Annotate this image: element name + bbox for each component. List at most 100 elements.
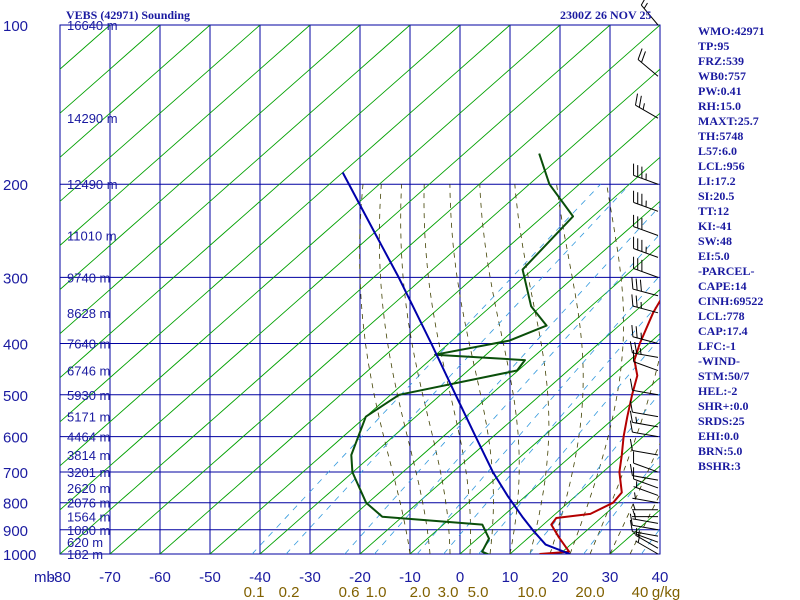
index-line: L57:6.0 — [698, 144, 737, 158]
temperature-tick-label: -60 — [149, 569, 171, 586]
thermo-background-lines — [60, 25, 660, 554]
pressure-tick-label: 200 — [3, 177, 28, 194]
isotherm-line — [60, 25, 511, 423]
station-title: VEBS (42971) Sounding — [66, 8, 191, 22]
index-line: EHI:0.0 — [698, 429, 740, 443]
wind-barb — [629, 513, 659, 531]
parcel-profile-line — [341, 172, 571, 554]
index-line: -PARCEL- — [698, 264, 755, 278]
mixing-ratio-label: 10.0 — [517, 584, 546, 600]
wind-barb — [634, 93, 659, 119]
temperature-tick-label: 0 — [456, 569, 464, 586]
wind-barb — [633, 214, 659, 236]
isotherm-line — [60, 25, 261, 202]
moist-adiabat-line — [479, 184, 520, 554]
temperature-tick-label: -10 — [399, 569, 421, 586]
wind-barb — [633, 190, 659, 212]
index-line: -WIND- — [698, 354, 740, 368]
pressure-tick-label: 600 — [3, 430, 28, 447]
mixing-ratio-label: 2.0 — [410, 584, 431, 600]
height-label: 14290 m — [67, 111, 118, 126]
index-line: STM:50/7 — [698, 369, 750, 383]
pressure-tick-label: 500 — [3, 388, 28, 405]
index-line: TT:12 — [698, 204, 730, 218]
isotherm-line — [60, 25, 660, 554]
mixing-ratio-label: 5.0 — [468, 584, 489, 600]
moist-adiabat-line — [549, 184, 584, 554]
wind-barb — [632, 492, 659, 504]
mixing-ratio-line — [344, 205, 660, 554]
wind-barb — [633, 451, 659, 473]
isotherm-line — [359, 288, 660, 554]
mixing-ratio-label: 20.0 — [575, 584, 604, 600]
isotherm-line — [60, 25, 361, 291]
isotherm-line — [559, 465, 660, 554]
stability-indices-panel: WMO:42971 TP:95 FRZ:539 WB0:757 PW:0.41 RH:15… — [698, 24, 798, 474]
moist-adiabat-line — [589, 353, 660, 554]
height-label: 5930 m — [67, 388, 110, 403]
moist-adiabat-line — [514, 184, 550, 554]
temperature-tick-label: 30 — [602, 569, 619, 586]
moist-adiabat-line — [423, 184, 472, 554]
wind-barb — [632, 510, 658, 518]
wind-barb — [629, 420, 659, 438]
index-line: WB0:757 — [698, 69, 746, 83]
moist-adiabat-line — [359, 184, 411, 554]
mixing-ratio-line — [416, 274, 660, 554]
isotherm-line — [60, 25, 411, 335]
height-label: 9740 m — [67, 270, 110, 285]
index-line: EI:5.0 — [698, 249, 730, 263]
index-line: SI:20.5 — [698, 189, 735, 203]
index-line: SHR+:0.0 — [698, 399, 749, 413]
index-line: PW:0.41 — [698, 84, 742, 98]
wind-barb — [632, 503, 658, 511]
height-label: 1564 m — [67, 510, 110, 525]
sounding-datetime: 2300Z 26 NOV 25 — [560, 8, 652, 22]
index-line: CINH:69522 — [698, 294, 764, 308]
index-line: MAXT:25.7 — [698, 114, 759, 128]
temperature-tick-label: 20 — [552, 569, 569, 586]
temperature-tick-label: -40 — [249, 569, 271, 586]
mixing-ratio-line — [374, 233, 660, 554]
index-line: WMO:42971 — [698, 24, 765, 38]
index-line: LI:17.2 — [698, 174, 736, 188]
moist-adiabat-line — [569, 184, 624, 554]
index-line: LCL:956 — [698, 159, 745, 173]
sounding-profiles — [341, 153, 660, 554]
mixing-ratio-label: 40 — [632, 584, 649, 600]
wind-barb — [629, 341, 659, 358]
wind-barb — [629, 378, 659, 396]
height-label: 6746 m — [67, 364, 110, 379]
height-label: 3814 m — [67, 448, 110, 463]
wind-barb — [629, 400, 659, 418]
temperature-tick-label: 40 — [652, 569, 669, 586]
height-label: 2076 m — [67, 496, 110, 511]
temperature-tick-label: -20 — [349, 569, 371, 586]
pressure-tick-label: 900 — [3, 523, 28, 540]
wind-barb — [631, 277, 659, 297]
wind-barb — [629, 438, 659, 456]
temperature-tick-label: -70 — [99, 569, 121, 586]
wind-barb — [629, 410, 659, 428]
index-line: TH:5748 — [698, 129, 744, 143]
isotherm-line — [60, 25, 461, 379]
index-line: CAPE:14 — [698, 279, 747, 293]
dewpoint-profile-line — [350, 153, 574, 554]
isotherm-line — [60, 25, 311, 246]
index-line: FRZ:539 — [698, 54, 744, 68]
mixing-ratio-label: 0.2 — [279, 584, 300, 600]
height-label: 4464 m — [67, 430, 110, 445]
height-label: 182 m — [67, 547, 103, 562]
mixing-ratio-label: g/kg — [652, 584, 680, 600]
isotherm-line — [509, 421, 660, 554]
temperature-tick-label: -50 — [199, 569, 221, 586]
wind-barb — [633, 256, 659, 278]
mixing-ratio-line — [251, 183, 601, 554]
height-label: 3201 m — [67, 465, 110, 480]
isotherm-line — [459, 377, 660, 554]
pressure-tick-label: 1000 — [3, 547, 36, 564]
pressure-tick-label: 100 — [3, 18, 28, 35]
wind-barb — [631, 294, 659, 314]
height-label: 11010 m — [67, 229, 117, 244]
